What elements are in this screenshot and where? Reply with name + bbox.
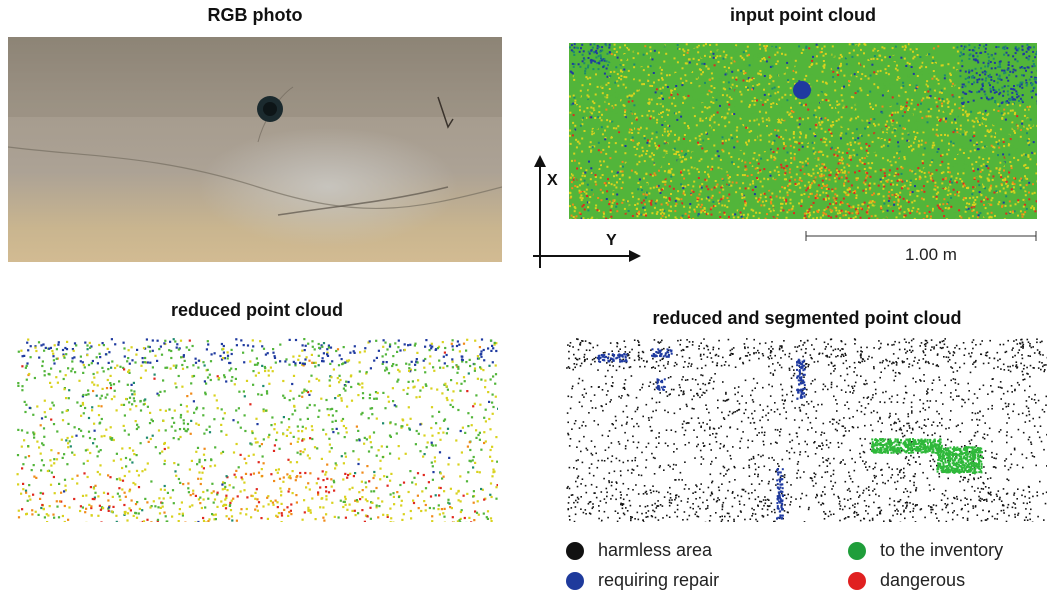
legend-dot-icon [848,571,866,590]
legend-dot-icon [848,541,866,560]
legend-dot-icon [566,571,584,590]
legend-item-inventory: to the inventory [848,540,1003,561]
legend-label: to the inventory [880,540,1004,560]
legend-item-repair: requiring repair [566,570,719,591]
legend-label: harmless area [598,540,713,560]
legend-label: requiring repair [598,570,720,590]
y-axis-label: Y [606,232,617,249]
xy-axes [533,155,641,268]
legend-dot-icon [566,541,584,560]
legend-label: dangerous [880,570,966,590]
segmented-point-cloud [566,338,1047,522]
scale-bar-label: 1.00 m [905,245,957,264]
rgb-photo-title: RGB photo [207,5,303,25]
segmented-point-cloud-title: reduced and segmented point cloud [652,308,962,328]
legend-item-dangerous: dangerous [848,570,965,591]
scale-bar [805,231,1037,241]
legend-item-harmless: harmless area [566,540,712,561]
rgb-photo [8,37,502,262]
input-point-cloud-title: input point cloud [730,5,876,25]
socket-point-icon [793,81,811,99]
reduced-point-cloud [16,338,498,522]
x-axis-label: X [547,172,558,189]
reduced-point-cloud-title: reduced point cloud [170,300,343,320]
input-point-cloud [569,43,1037,219]
